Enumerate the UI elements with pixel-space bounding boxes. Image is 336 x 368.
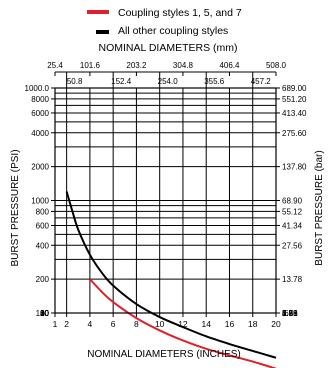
y-left-tick-label: 80 [40,309,49,318]
y-right-tick-label: 137.80 [282,163,307,172]
y-left-tick-label: 20 [40,309,49,318]
top-tick-label-lower: 355.6 [204,77,225,86]
y-left-tick-label: 2000 [31,163,49,172]
y-right-tick-label: 68.90 [282,197,303,206]
top-tick-label-lower: 457.2 [251,77,272,86]
y-left-tick-label: 10 [40,309,49,318]
y-left-tick-label: 200 [36,275,50,284]
x-tick-label: 16 [225,319,235,329]
y-right-tick-label: 551.20 [282,95,307,104]
y-right-tick-label: 413.40 [282,109,307,118]
y-left-tick-label: 100 [36,309,50,318]
top-tick-label-upper: 508.0 [266,61,287,70]
legend-label-other-couplings: All other coupling styles [118,25,228,37]
y-right-tick-label: .69 [282,309,294,318]
y-right-tick-label: 4.13 [282,309,298,318]
series-line-other-couplings [65,191,277,359]
top-tick-label-upper: 203.2 [126,61,147,70]
y-left-tick-label: 1000 [31,197,49,206]
x-tick-label: 4 [88,319,93,329]
y-right-tick-label: 1.38 [282,309,298,318]
legend-swatch-coupling-1-5-7 [87,10,109,14]
top-tick-label-upper: 101.6 [80,61,101,70]
y-right-tick-label: 275.60 [282,129,307,138]
top-tick-label-lower: 152.4 [111,77,132,86]
y-right-tick-label: 689.00 [282,84,307,93]
legend: Coupling styles 1, 5, and 7 All other co… [87,7,242,37]
x-tick-label: 8 [134,319,139,329]
y-right-tick-label: 55.12 [282,207,303,216]
y-left-tick-label: 4000 [31,129,49,138]
y-right-tick-label: 2.76 [282,309,298,318]
y-left-tick-label: 1000.0 [25,84,50,93]
y-axis-right-ticks: 689.00 551.20 413.40 275.60 137.80 68.9055.12… [276,84,307,318]
y-left-tick-label: 400 [36,241,50,250]
x-tick-label: 6 [111,319,116,329]
x-axis-bottom-ticks: 1 2 4 6 8 10 12 14 16 18 20 [53,313,281,329]
y-right-tick-label: 6.89 [282,309,298,318]
y-axis-right-label: BURST PRESSURE (bar) [314,150,325,265]
y-left-tick-label: 800 [36,207,50,216]
y-right-tick-label: 13.78 [282,275,303,284]
top-tick-label-upper: 25.4 [47,61,63,70]
top-tick-label-upper: 304.8 [173,61,194,70]
y-left-tick-label: 8000 [31,95,49,104]
x-tick-label: 10 [155,319,165,329]
series-line-coupling-1-5-7 [89,278,277,368]
top-tick-label-upper: 406.4 [219,61,240,70]
y-left-tick-label: 40 [40,309,49,318]
y-right-tick-label: 41.34 [282,221,303,230]
x-tick-label: 20 [271,319,281,329]
x-tick-label: 14 [201,319,211,329]
y-left-tick-label: 60 [40,309,49,318]
x-tick-label: 18 [248,319,258,329]
legend-swatch-other-couplings [96,30,109,34]
x-axis-top-ticks: 25.4 101.6 203.2 304.8 406.4 508.0 50.8 152.4 25… [47,61,287,88]
top-tick-label-lower: 254.0 [158,77,179,86]
legend-label-coupling-1-5-7: Coupling styles 1, 5, and 7 [118,7,242,19]
x-tick-label: 2 [64,319,69,329]
y-right-tick-label: 27.56 [282,241,303,250]
plot-frame [54,71,277,314]
top-tick-label-lower: 50.8 [67,77,83,86]
top-axis-title: NOMINAL DIAMETERS (mm) [98,42,237,54]
y-left-tick-label: 600 [36,221,50,230]
grid [54,87,277,313]
x-tick-label: 1 [53,319,58,329]
x-tick-label: 12 [178,319,188,329]
y-axis-left-label: BURST PRESSURE (PSI) [10,149,21,266]
x-axis-label: NOMINAL DIAMETERS (INCHES) [87,349,241,360]
y-left-tick-label: 6000 [31,109,49,118]
series-lines [65,191,277,368]
y-right-tick-label: 5.51 [282,309,298,318]
